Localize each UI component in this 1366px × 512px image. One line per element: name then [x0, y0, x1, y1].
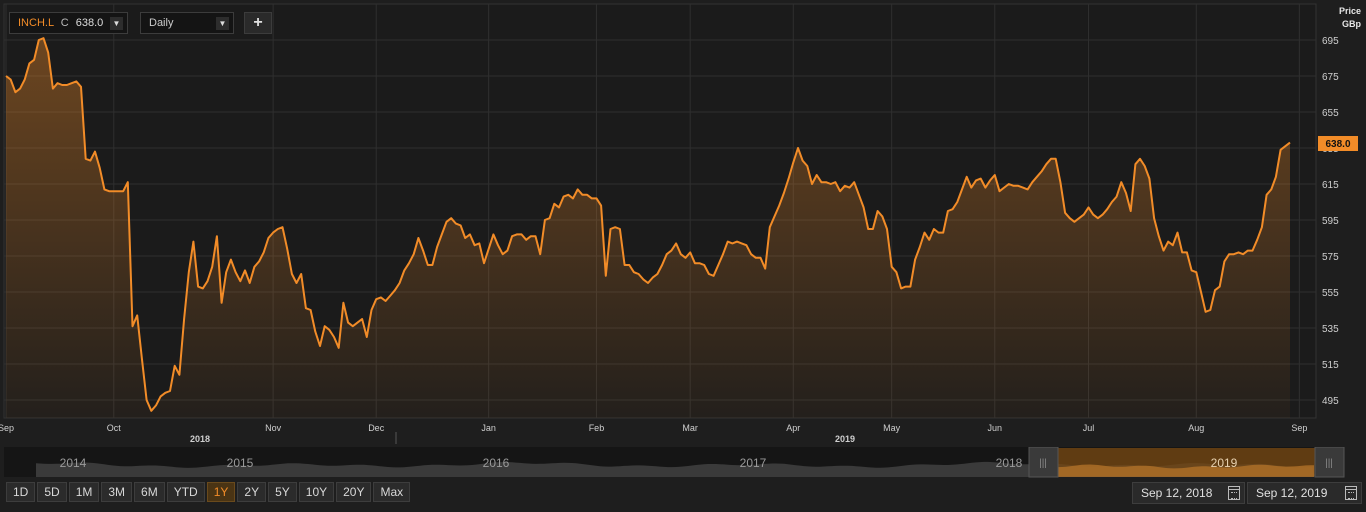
range-button-1y[interactable]: 1Y [206, 482, 236, 502]
y-tick-label: 515 [1322, 360, 1339, 371]
year-label-2018: 2018 [190, 434, 210, 444]
calendar-icon[interactable] [1345, 486, 1357, 500]
x-tick-label: Oct [107, 423, 122, 433]
navigator-year-label: 2016 [483, 456, 510, 470]
range-button-1d[interactable]: 1D [6, 482, 36, 502]
navigator-year-label: 2018 [996, 456, 1023, 470]
navigator-year-label: 2014 [60, 456, 87, 470]
triangle-down-icon[interactable]: ▼ [110, 17, 123, 30]
plus-icon: + [253, 14, 263, 31]
navigator-selection-silhouette [1058, 464, 1314, 477]
y-tick-label: 495 [1322, 396, 1339, 407]
y-tick-label: 535 [1322, 324, 1339, 335]
y-tick-label: 595 [1322, 216, 1339, 227]
x-tick-label: Sep [0, 423, 14, 433]
end-date-field[interactable]: Sep 12, 2019 [1247, 482, 1362, 504]
navigator-year-label: 2017 [740, 456, 767, 470]
y-tick-label: 575 [1322, 252, 1339, 263]
range-button-ytd[interactable]: YTD [166, 482, 205, 502]
range-button-5d[interactable]: 5D [37, 482, 67, 502]
symbol-ticker: INCH.L [18, 17, 54, 29]
range-button-max[interactable]: Max [373, 482, 411, 502]
range-button-5y[interactable]: 5Y [268, 482, 297, 502]
price-chart[interactable]: 495515535555575595615635655675695 SepOct… [0, 0, 1366, 447]
navigator-left-handle[interactable]: ||| [1028, 447, 1059, 478]
range-button-20y[interactable]: 20Y [336, 482, 372, 502]
last-price-badge: 638.0 [1318, 136, 1358, 151]
range-button-1m[interactable]: 1M [68, 482, 100, 502]
add-series-button[interactable]: + [244, 12, 272, 34]
series-area-fill [6, 38, 1290, 418]
end-date-text: Sep 12, 2019 [1256, 486, 1328, 500]
year-label-2019: 2019 [835, 434, 855, 444]
x-tick-label: May [883, 423, 901, 433]
start-date-field[interactable]: Sep 12, 2018 [1132, 482, 1245, 504]
interval-selector[interactable]: Daily ▼ [140, 12, 234, 34]
y-tick-label: 695 [1322, 36, 1339, 47]
y-tick-label: 555 [1322, 288, 1339, 299]
range-button-3m[interactable]: 3M [101, 482, 133, 502]
grip-icon: ||| [1039, 458, 1047, 469]
range-selector: 1D 5D 1M 3M 6M YTD 1Y 2Y 5Y 10Y 20Y Max [6, 482, 411, 502]
y-tick-label: 675 [1322, 72, 1339, 83]
start-date-text: Sep 12, 2018 [1141, 486, 1213, 500]
x-tick-label: Sep [1291, 423, 1307, 433]
close-prefix: C [60, 17, 69, 29]
navigator-right-handle[interactable]: ||| [1314, 447, 1345, 478]
x-tick-label: Jan [481, 423, 496, 433]
x-tick-label: Jun [988, 423, 1003, 433]
series-price-line [5, 37, 1291, 412]
handle-box-left [1028, 447, 1059, 478]
triangle-down-icon[interactable]: ▼ [216, 17, 229, 30]
grip-icon: ||| [1325, 458, 1333, 469]
navigator-year-label: 2015 [227, 456, 254, 470]
x-tick-label: Dec [368, 423, 385, 433]
last-price-badge-bg [1318, 136, 1358, 151]
x-tick-label: Nov [265, 423, 282, 433]
symbol-selector[interactable]: INCH.L C 638.0 ▼ [9, 12, 128, 34]
y-tick-label: 655 [1322, 108, 1339, 119]
navigator-year-label: 2019 [1211, 456, 1238, 470]
time-navigator[interactable]: 2014 2015 2016 2017 2018 2019 ||| ||| [0, 447, 1366, 479]
navigator-history-silhouette [36, 461, 1315, 477]
last-price-label: 638.0 [1325, 139, 1350, 150]
x-tick-label: Jul [1083, 423, 1095, 433]
close-value: 638.0 [75, 17, 104, 29]
y-tick-label: 615 [1322, 180, 1339, 191]
calendar-icon[interactable] [1228, 486, 1240, 500]
x-tick-label: Apr [786, 423, 800, 433]
range-button-10y[interactable]: 10Y [298, 482, 335, 502]
unit-label-currency: GBp [1342, 19, 1361, 29]
x-tick-label: Aug [1188, 423, 1204, 433]
unit-label-price: Price [1338, 6, 1361, 16]
handle-box-right [1314, 447, 1345, 478]
interval-label: Daily [149, 17, 174, 29]
x-tick-label: Mar [682, 423, 698, 433]
range-button-6m[interactable]: 6M [134, 482, 165, 502]
x-tick-label: Feb [589, 423, 605, 433]
range-button-2y[interactable]: 2Y [237, 482, 267, 502]
